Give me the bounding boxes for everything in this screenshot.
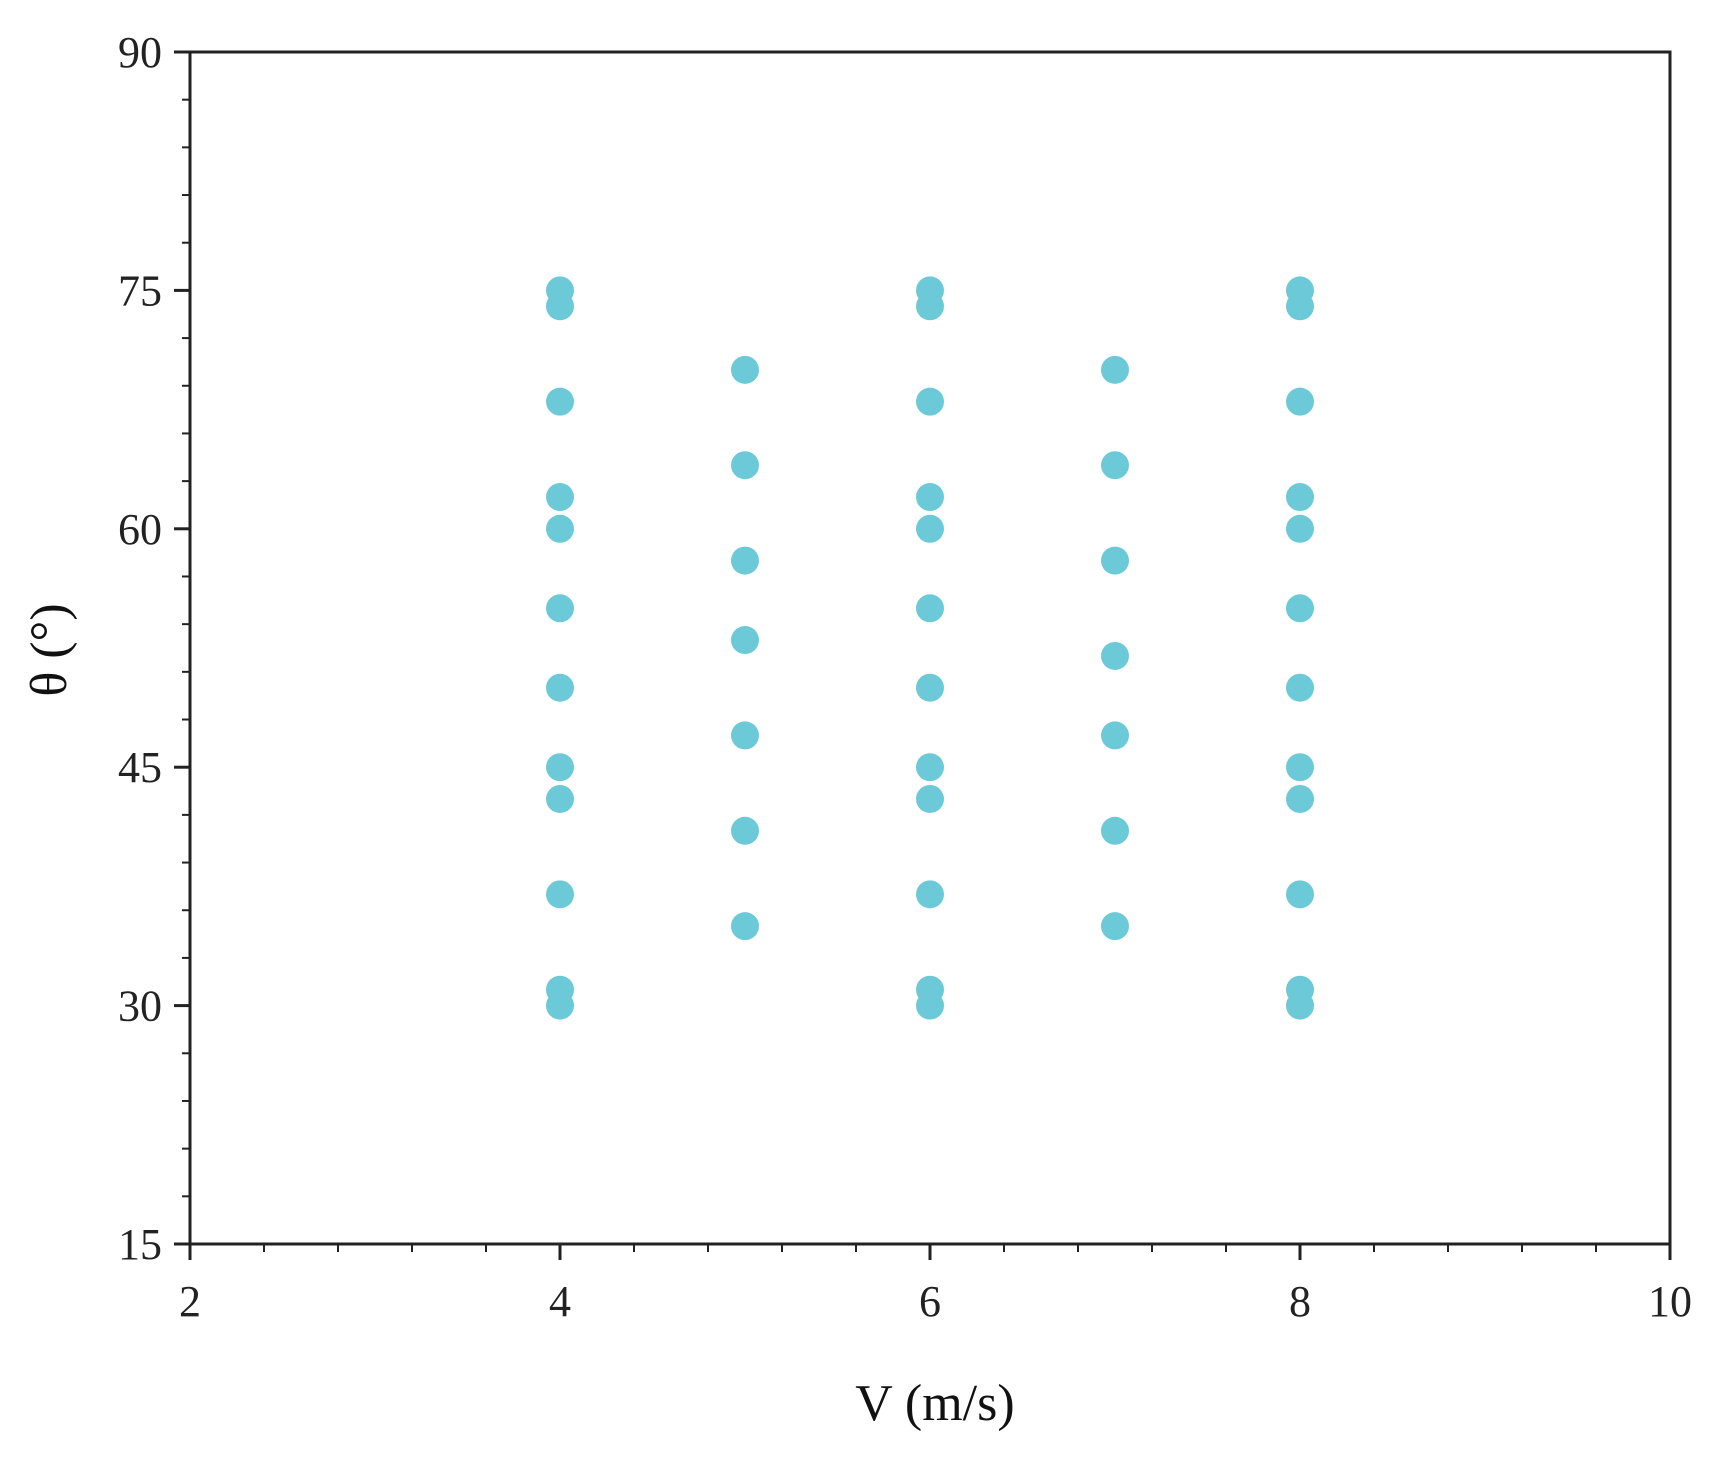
scatter-points — [546, 276, 1314, 1020]
data-point — [916, 387, 944, 416]
data-point — [916, 483, 944, 512]
plot-frame — [188, 50, 1672, 1246]
data-point — [546, 514, 574, 543]
data-point — [546, 594, 574, 623]
data-point — [916, 673, 944, 702]
x-axis-tick-labels: 2 4 6 8 10 — [179, 1277, 1692, 1326]
y-axis-title: θ (°) — [21, 603, 78, 696]
data-point — [546, 880, 574, 909]
x-tick-label: 4 — [549, 1277, 571, 1326]
data-point — [1101, 721, 1129, 750]
data-point — [1101, 912, 1129, 941]
major-ticks — [174, 50, 1672, 1260]
data-point — [1101, 546, 1129, 575]
data-point — [1286, 594, 1314, 623]
data-point — [1101, 451, 1129, 480]
data-point — [546, 483, 574, 512]
data-point — [546, 673, 574, 702]
data-point — [1101, 641, 1129, 670]
x-tick-label: 6 — [919, 1277, 941, 1326]
data-point — [1286, 880, 1314, 909]
plot-area-border — [188, 50, 1672, 1246]
data-point — [546, 387, 574, 416]
data-point — [1286, 753, 1314, 782]
data-point — [731, 912, 759, 941]
x-tick-label: 8 — [1289, 1277, 1311, 1326]
data-point — [1286, 387, 1314, 416]
y-tick-label: 30 — [118, 982, 162, 1031]
data-point — [1101, 355, 1129, 384]
data-point — [916, 276, 944, 305]
data-point — [1101, 816, 1129, 845]
data-point — [916, 784, 944, 813]
data-point — [731, 355, 759, 384]
y-tick-label: 60 — [118, 505, 162, 554]
data-point — [731, 721, 759, 750]
data-point — [731, 546, 759, 575]
x-tick-label: 2 — [179, 1277, 201, 1326]
data-point — [916, 514, 944, 543]
data-point — [1286, 514, 1314, 543]
y-tick-label: 75 — [118, 266, 162, 315]
data-point — [1286, 975, 1314, 1004]
data-point — [1286, 673, 1314, 702]
x-axis-title: V (m/s) — [855, 1375, 1014, 1432]
data-point — [731, 451, 759, 480]
data-point — [731, 816, 759, 845]
data-point — [916, 753, 944, 782]
y-axis-tick-labels: 15 30 45 60 75 90 — [118, 28, 162, 1269]
data-point — [546, 975, 574, 1004]
minor-ticks — [182, 51, 1671, 1252]
data-point — [916, 594, 944, 623]
y-tick-label: 45 — [118, 743, 162, 792]
data-point — [916, 975, 944, 1004]
data-point — [1286, 483, 1314, 512]
data-point — [546, 784, 574, 813]
data-point — [1286, 276, 1314, 305]
y-tick-label: 15 — [118, 1220, 162, 1269]
x-tick-label: 10 — [1648, 1277, 1692, 1326]
data-point — [731, 626, 759, 655]
data-point — [916, 880, 944, 909]
data-point — [546, 753, 574, 782]
y-tick-label: 90 — [118, 28, 162, 77]
data-point — [1286, 784, 1314, 813]
data-point — [546, 276, 574, 305]
